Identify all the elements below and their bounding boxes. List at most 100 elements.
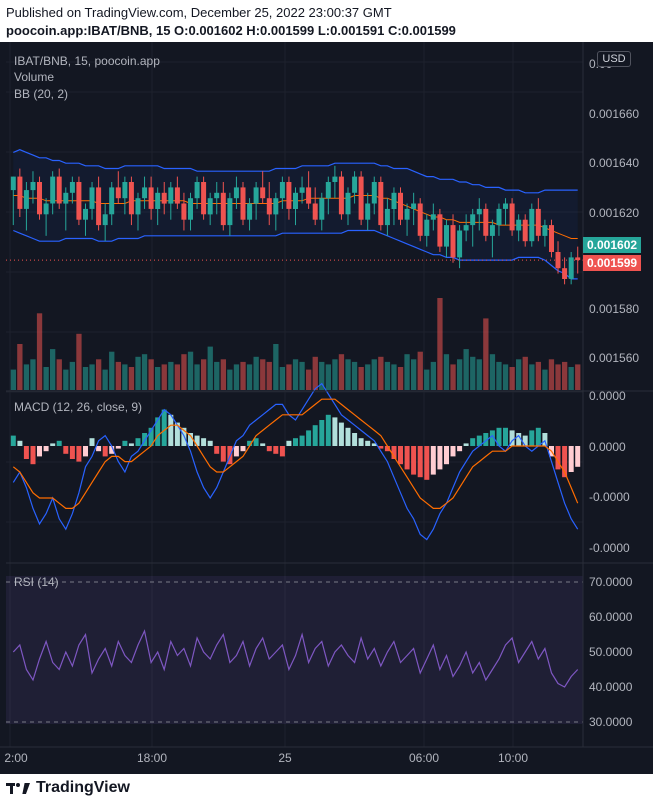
chart-svg[interactable]: 0.000.0016600.0016400.0016200.0015800.00… [0,42,653,774]
volume-bar-18 [128,367,135,390]
candle-body-47 [319,198,325,220]
macd-hist-bar-6 [50,443,56,446]
candle-33 [227,192,233,236]
macd-hist-bar-22 [155,417,161,446]
candle-42 [286,176,292,220]
macd-hist-bar-49 [332,417,338,446]
grid [6,42,583,747]
candle-body-43 [293,192,298,209]
macd-hist-bar-76 [509,430,515,446]
macd-hist-bar-15 [109,446,115,454]
macd-hist-bar-45 [306,430,312,446]
volume-bar-7 [56,359,62,390]
tradingview-logo[interactable]: TradingView [6,779,130,797]
macd-hist-bar-20 [142,433,148,446]
macd-hist-bar-59 [398,446,403,465]
macd-hist-bar-0 [10,435,16,446]
volume-bar-75 [502,364,509,390]
volume-bar-38 [260,359,266,390]
volume-bar-4 [36,313,43,390]
volume-bar-60 [404,354,410,390]
macd-hist-bar-57 [384,446,390,452]
candle-body-61 [411,203,417,209]
macd-hist-bar-21 [148,427,154,446]
candle-body-46 [312,203,318,220]
macd-hist-bar-54 [365,440,371,446]
volume-bar-74 [496,361,502,390]
macd-hist-bar-70 [470,438,476,446]
candle-body-1 [17,176,23,209]
currency-button[interactable]: USD [597,51,631,67]
macd-hist-bar-13 [96,446,102,452]
macd-hist-bar-83 [555,446,561,470]
candle-69 [463,214,469,242]
macd-tick-1: 0.0000 [589,440,626,454]
macd-hist-bar-65 [437,446,443,470]
macd-hist-bar-29 [201,438,207,446]
candle-12 [89,182,95,220]
macd-hist-bar-48 [325,414,331,446]
candle-75 [503,198,508,226]
macd-hist-bar-86 [575,446,581,467]
candle-85 [568,252,574,285]
candle-body-33 [227,198,233,226]
candle-4 [37,176,42,220]
macd-hist-bar-27 [188,433,193,446]
volume-bar-61 [411,359,417,390]
candle-body-84 [562,268,568,279]
candle-body-14 [102,214,108,226]
candle-6 [50,171,56,215]
candle-41 [279,176,285,209]
candle-78 [522,214,528,247]
macd-hist-bar-40 [273,446,279,454]
candle-body-66 [444,225,449,247]
candle-46 [312,187,318,226]
macd-hist-bar-60 [404,446,410,470]
candle-body-24 [168,187,174,204]
macd-hist-bar-67 [450,446,456,457]
candle-body-57 [384,208,390,226]
macd-hist-bar-52 [352,433,358,446]
candle-0 [10,176,16,226]
candle-47 [319,192,325,231]
candle-80 [535,198,541,242]
candle-71 [476,198,482,231]
candle-body-56 [378,182,384,226]
volume-bar-76 [509,367,515,390]
candle-30 [207,192,213,226]
candle-body-76 [509,203,515,231]
candle-body-3 [30,182,36,191]
volume-bar-41 [279,367,285,390]
macd-hist-bar-1 [17,440,23,446]
macd-hist-bar-46 [312,425,318,446]
chart-area[interactable]: 0.000.0016600.0016400.0016200.0015800.00… [0,42,653,774]
candle-58 [391,187,397,226]
candle-body-26 [181,203,187,220]
candle-15 [109,182,115,226]
candle-body-29 [201,182,207,215]
volume-bar-9 [69,361,75,390]
candle-body-23 [161,192,167,204]
rsi-pane [6,581,583,723]
candle-37 [253,182,259,220]
volume-bars [10,298,581,390]
price-tick-4: 0.001580 [589,302,639,316]
candle-16 [115,171,121,204]
candle-49 [332,165,338,199]
macd-hist-bar-56 [378,446,384,449]
candle-body-64 [430,214,436,220]
candle-72 [483,203,489,242]
candle-64 [430,203,436,231]
candle-31 [214,182,220,215]
candle-51 [345,187,351,226]
volume-bar-21 [148,359,154,390]
candle-44 [299,176,305,204]
volume-bar-78 [522,356,528,390]
candle-24 [168,182,174,220]
macd-hist-bar-47 [319,420,325,446]
candle-body-16 [115,187,121,199]
candle-body-49 [332,176,338,182]
candle-body-54 [365,203,371,220]
volume-bar-25 [174,364,180,390]
candle-body-70 [470,214,476,226]
